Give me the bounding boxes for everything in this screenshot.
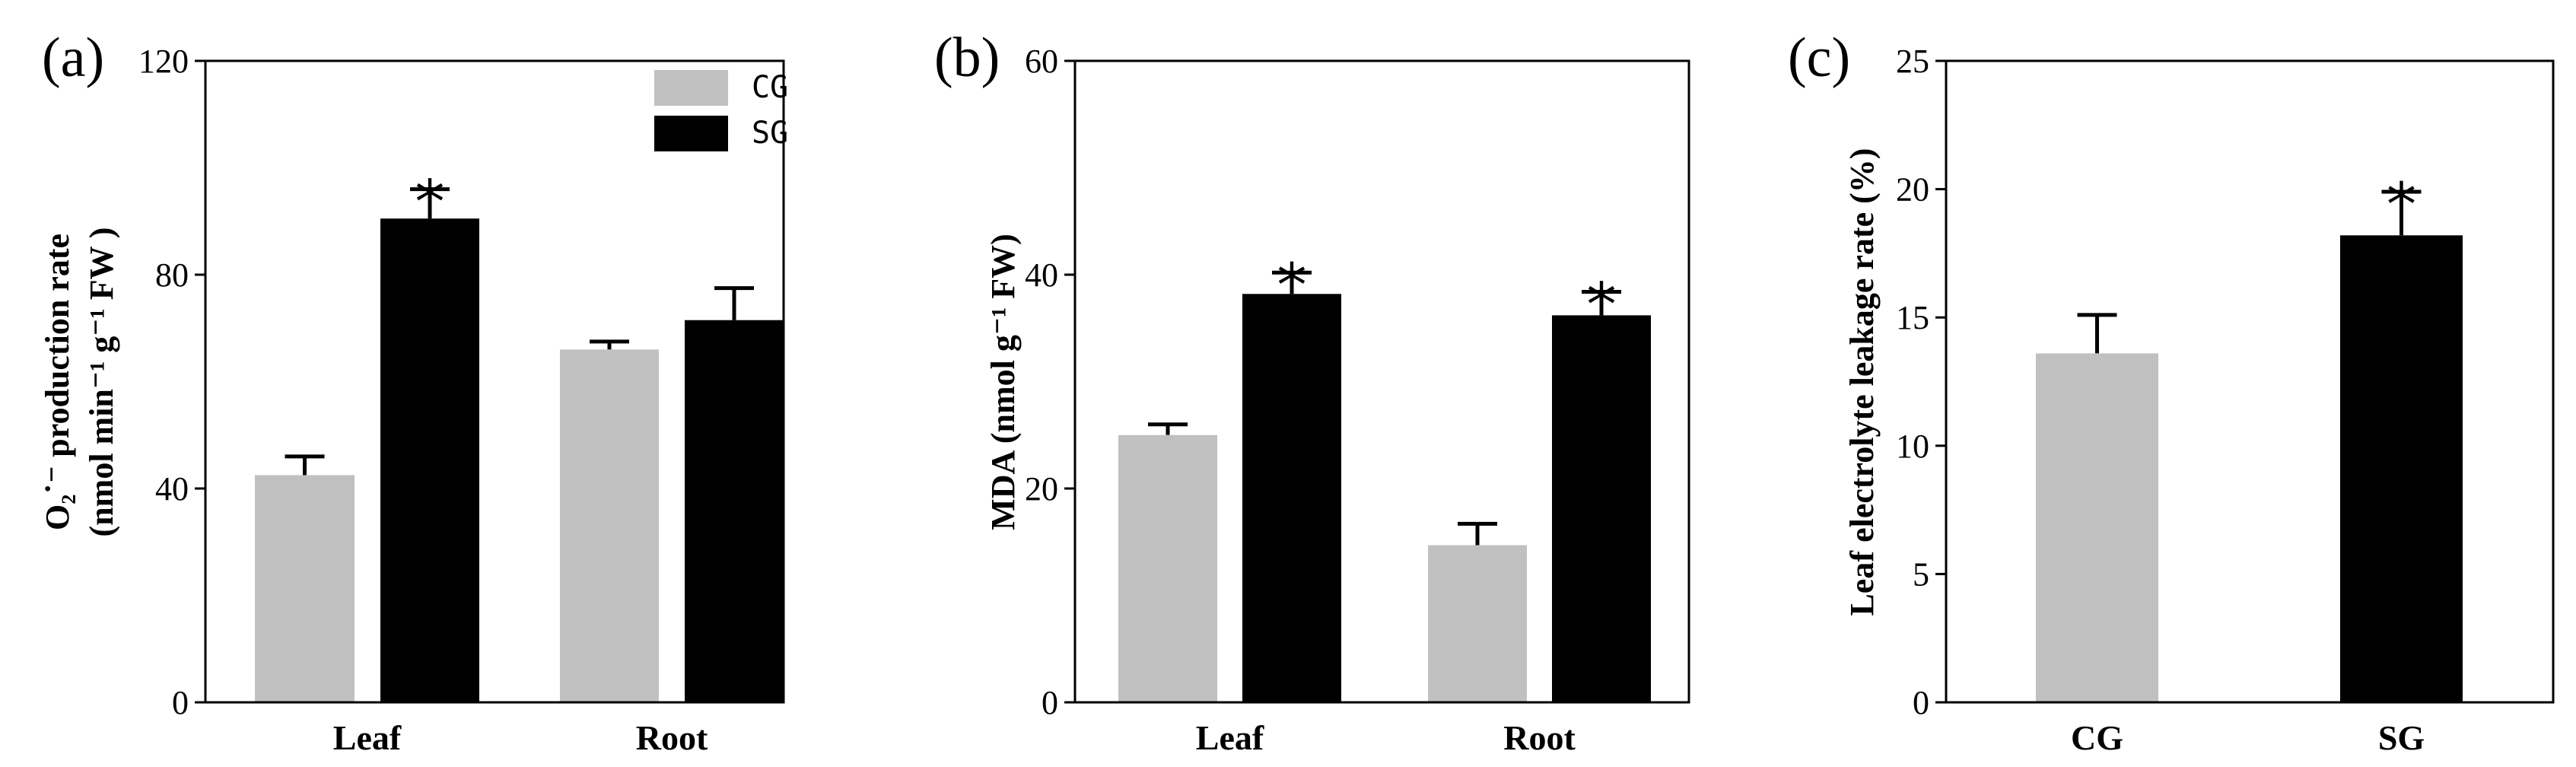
y-tick-label: 120: [138, 43, 189, 80]
bar-leaf-sg-significance: *: [415, 169, 445, 237]
panel-label: (c): [1788, 27, 1850, 89]
bar-leaf-sg: [380, 218, 479, 702]
y-tick-label: 0: [1042, 684, 1058, 721]
bar-leaf-cg: [1118, 434, 1217, 702]
y-tick-label: 20: [1025, 470, 1058, 508]
legend-label-sg: SG: [752, 116, 788, 151]
panel-c: (c) * 0 5 10 15 20 25 CG SG Leaf electrolyte leaka…: [1788, 27, 2555, 757]
panel-label: (b): [934, 27, 1000, 89]
bar-leaf-sg: [1242, 294, 1341, 702]
y-axis-title: O₂˙⁻ production rate: [39, 234, 76, 530]
x-tick-label-leaf: Leaf: [1196, 718, 1264, 757]
legend-label-cg: CG: [752, 70, 788, 105]
panel-a: (a) * 0 40 80 120 Leaf Root O₂˙⁻ production rate…: [39, 27, 788, 757]
y-tick-label: 40: [155, 470, 189, 508]
y-axis-title: (nmol min⁻¹ g⁻¹ FW ): [83, 228, 120, 537]
y-tick-label: 25: [1896, 43, 1929, 80]
x-tick-label-cg: CG: [2071, 718, 2123, 757]
y-tick-label: 40: [1025, 256, 1058, 294]
y-tick-label: 5: [1913, 555, 1929, 593]
y-axis-title: MDA (nmol g⁻¹ FW): [984, 234, 1022, 530]
panel-label: (a): [42, 27, 104, 89]
bar-sg: [2340, 235, 2463, 702]
x-tick-label-sg: SG: [2378, 718, 2425, 757]
plot-frame: [1073, 59, 1690, 704]
bar-root-sg: [685, 320, 784, 702]
y-tick-label: 10: [1896, 428, 1929, 465]
plot-frame: [204, 59, 785, 704]
legend-swatch-sg: [654, 116, 728, 151]
y-tick-label: 0: [1913, 684, 1929, 721]
y-tick-label: 60: [1025, 43, 1058, 80]
panel-b: (b) * * 0 20 40 60 Leaf Root MDA (nmol g⁻¹ FW): [934, 27, 1690, 757]
legend-swatch-cg: [654, 70, 728, 106]
bar-root-sg: [1552, 315, 1651, 702]
y-axis-title: Leaf electrolyte leakage rate (%): [1843, 148, 1881, 616]
plot-frame: [1945, 59, 2555, 704]
bar-cg: [2036, 353, 2158, 702]
x-tick-label-leaf: Leaf: [333, 718, 402, 757]
x-tick-label-root: Root: [1503, 718, 1576, 757]
bar-root-sg-significance: *: [1587, 271, 1617, 339]
bar-sg-significance: *: [2387, 171, 2416, 240]
y-tick-label: 20: [1896, 171, 1929, 208]
y-tick-label: 15: [1896, 299, 1929, 336]
bar-leaf-sg-significance: *: [1277, 252, 1307, 320]
x-tick-label-root: Root: [636, 718, 708, 757]
bar-root-cg: [560, 349, 659, 702]
y-tick-label: 0: [172, 684, 189, 721]
bar-leaf-cg: [255, 475, 355, 702]
bar-root-cg: [1428, 545, 1527, 702]
y-tick-label: 80: [155, 256, 189, 294]
